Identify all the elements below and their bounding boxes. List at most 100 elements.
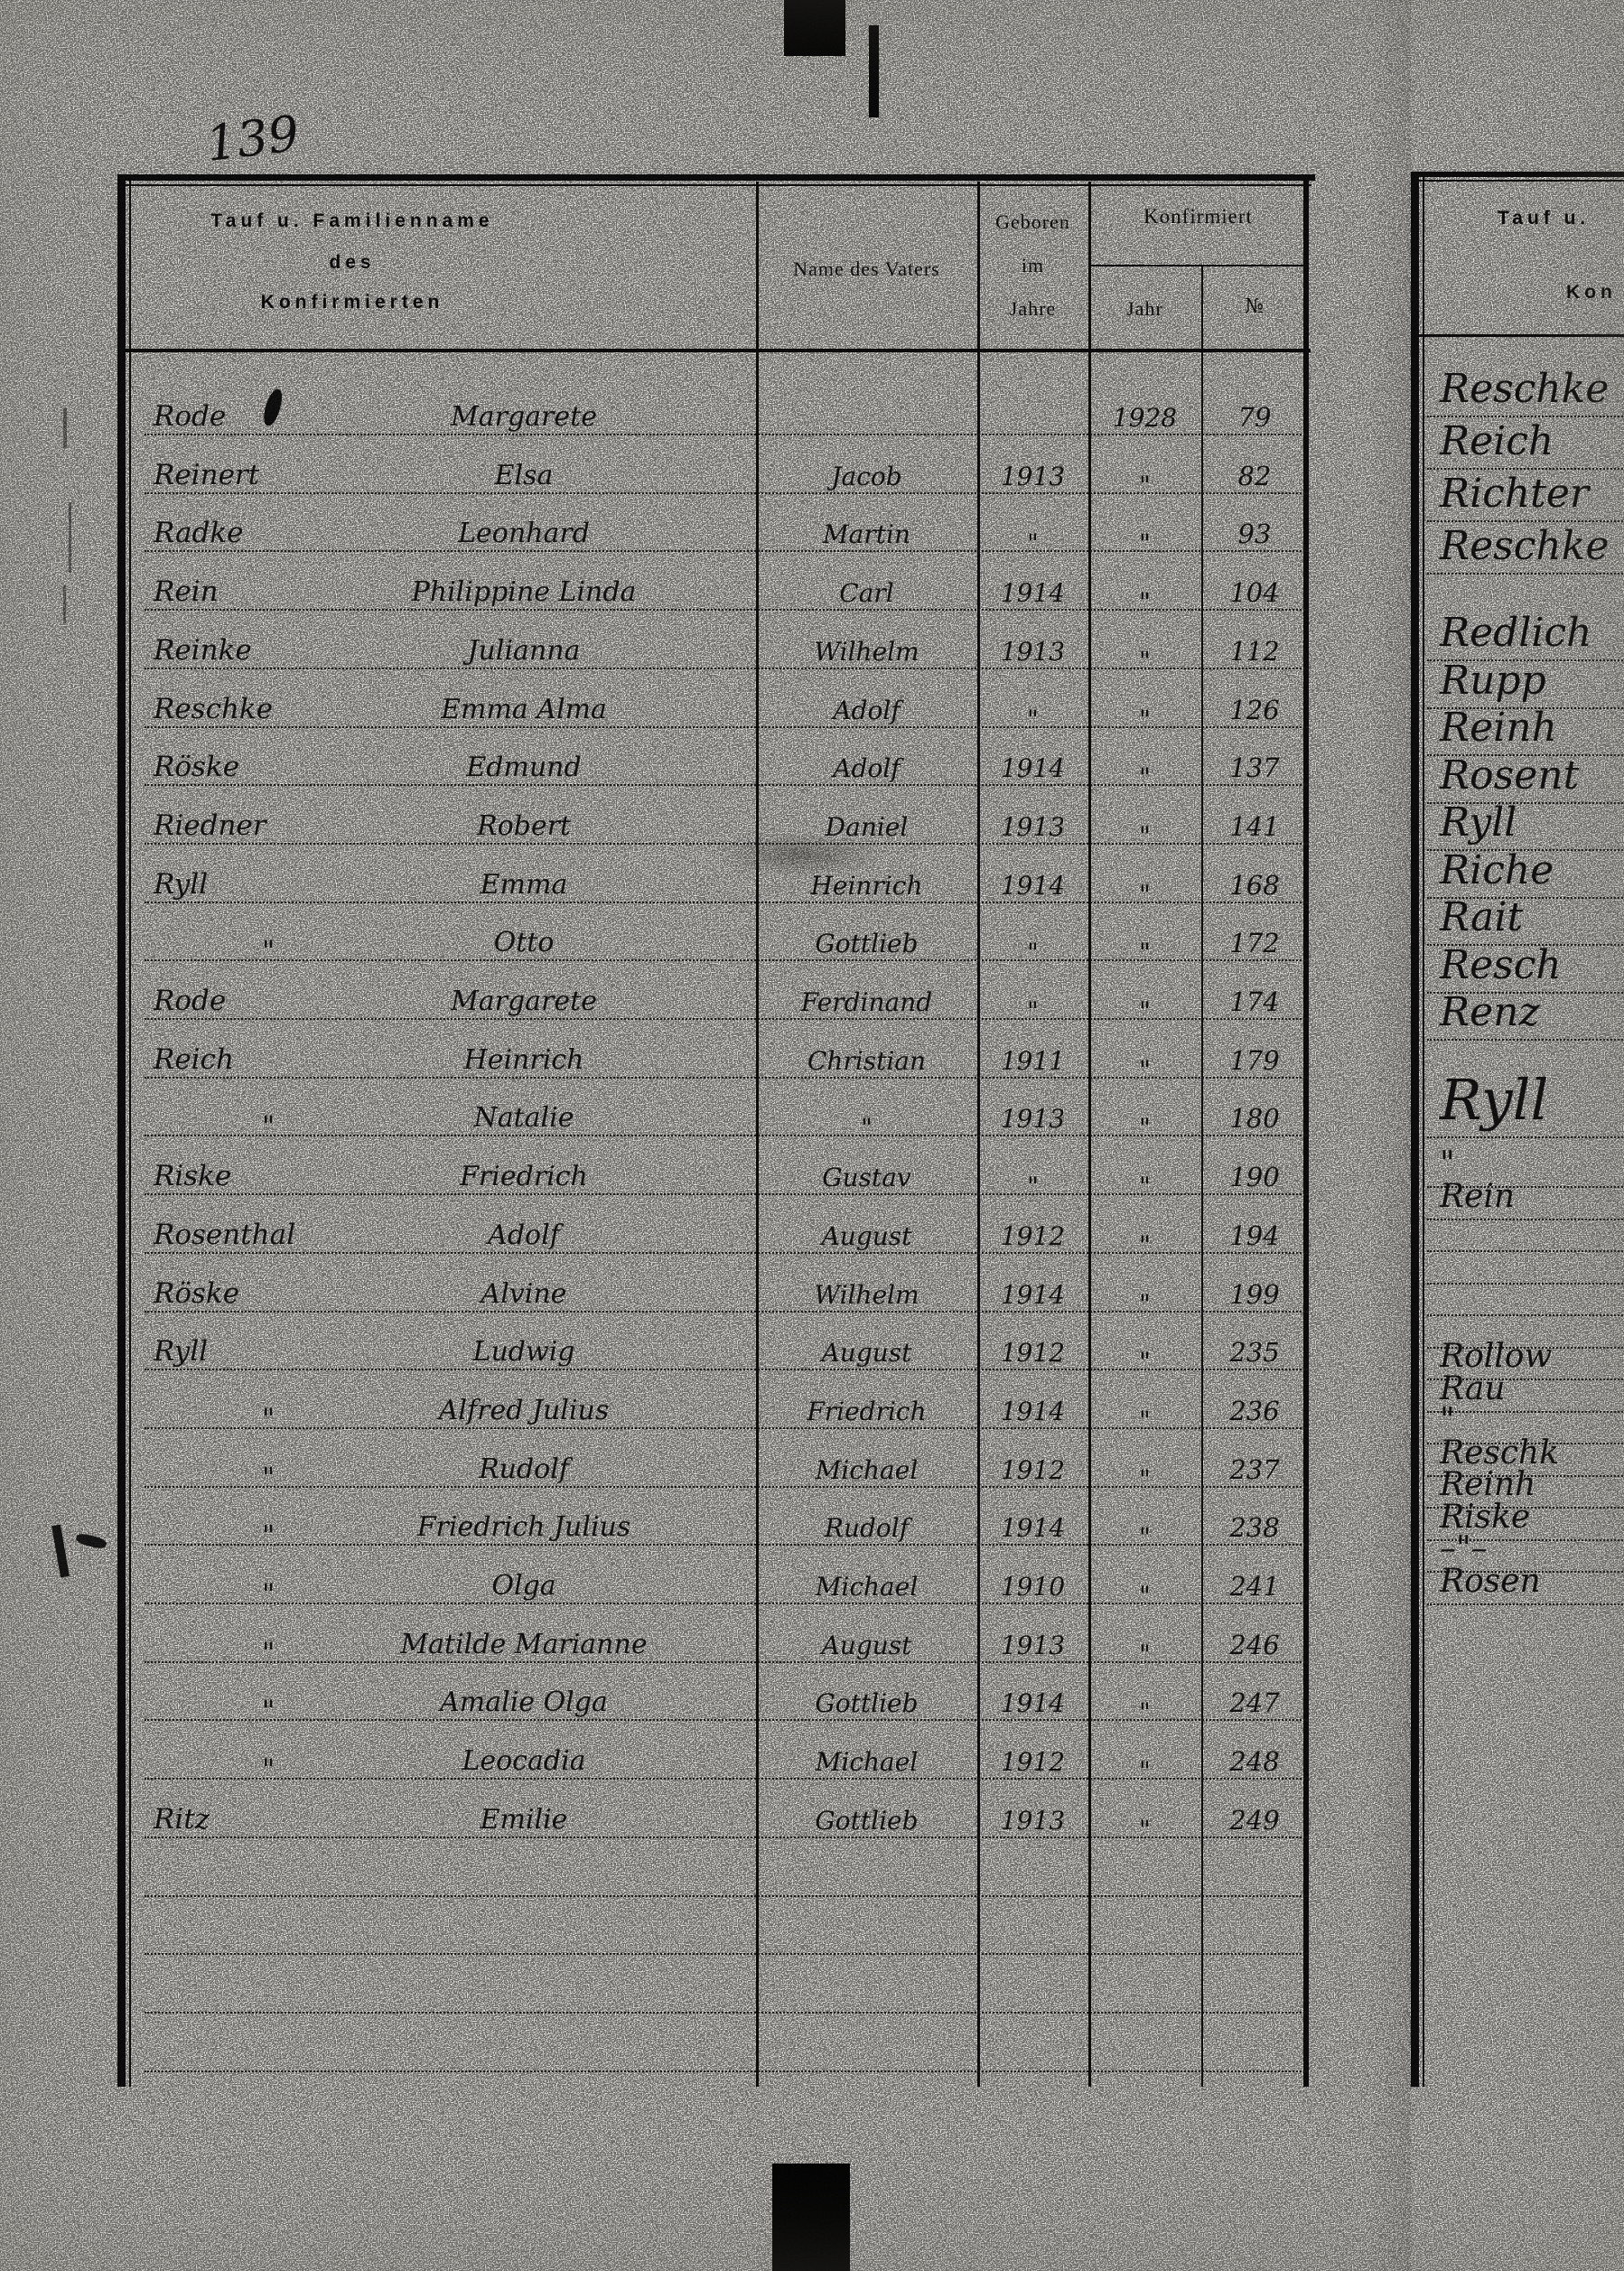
cell-sur: " [262, 1636, 275, 1669]
cell-fat: Gottlieb [815, 1688, 919, 1719]
right-header-subtitle-fragment: Kon [1566, 282, 1617, 303]
table-row: Rosenthal Adolf August 1912 " 194 [145, 1201, 1308, 1260]
cell-born: 1914 [1000, 870, 1066, 901]
cell-fat: Gustav [822, 1163, 911, 1193]
table-border-top-inner [125, 184, 1311, 186]
cell-sur: " [262, 1461, 275, 1494]
cell-giv: Emma Alma [441, 693, 607, 725]
cell-giv: Adolf [488, 1219, 560, 1251]
cell-fat: Ferdinand [800, 987, 933, 1017]
cell-fat: Adolf [833, 695, 901, 725]
cell-no: 126 [1229, 694, 1280, 725]
cell-fat: Rudolf [824, 1513, 910, 1544]
cell-born: 1913 [1000, 636, 1066, 667]
cell-giv: Friedrich Julius [416, 1511, 631, 1544]
scan-artifact-black-bar-bottom [772, 2164, 850, 2271]
cell-born: " [1027, 938, 1039, 968]
cell-sur: Röske [154, 751, 240, 784]
cell-giv: Emma [480, 868, 568, 901]
cell-year: " [1139, 1756, 1151, 1787]
table-border-top [117, 174, 1315, 181]
margin-streak [63, 585, 66, 623]
cell-no: 248 [1229, 1746, 1280, 1778]
header-born-col-line1: Geboren [995, 210, 1070, 233]
cell-sur: Ryll [154, 1335, 209, 1369]
cell-born: 1914 [1000, 578, 1066, 609]
cell-sur: " [262, 1519, 275, 1553]
header-confirmed-col: Konfirmiert [1143, 205, 1253, 228]
cell-born: " [1027, 528, 1039, 559]
cell-sur: " [262, 935, 275, 968]
margin-blotch [75, 1532, 107, 1550]
cell-no: 199 [1229, 1278, 1280, 1310]
right-header-title-fragment: Tauf u. [1498, 208, 1591, 229]
cell-sur: Riedner [154, 808, 266, 842]
cell-no: 180 [1229, 1103, 1280, 1135]
cell-sur: Rode [154, 400, 227, 433]
cell-born: 1910 [1000, 1572, 1066, 1602]
cell-giv: Margarete [451, 401, 597, 433]
cell-giv: Alfred Julius [438, 1394, 610, 1426]
cell-giv: Rudolf [479, 1453, 569, 1485]
cell-born: " [1027, 704, 1039, 734]
table-row: Röske Edmund Adolf 1914 " 137 [145, 734, 1308, 792]
right-entry-name: Renz [1440, 989, 1540, 1035]
cell-no: 79 [1237, 402, 1272, 433]
cell-year: " [1139, 645, 1151, 676]
cell-fat: Jacob [831, 461, 902, 491]
cell-fat: " [861, 1113, 873, 1144]
cell-no: 236 [1229, 1395, 1280, 1426]
cell-born: 1914 [1000, 1513, 1066, 1544]
cell-no: 168 [1229, 869, 1280, 901]
cell-sur: Riske [154, 1160, 232, 1193]
table-row: Rein Philippine Linda Carl 1914 " 104 [145, 558, 1308, 617]
cell-no: 249 [1229, 1804, 1280, 1836]
header-separator-line [126, 349, 1311, 352]
cell-fat: Gottlieb [815, 1805, 919, 1836]
right-page-row: Renz [1427, 967, 1624, 1041]
margin-streak [63, 408, 67, 448]
cell-fat: Wilhelm [814, 636, 919, 667]
header-confirmed-year-col: Jahr [1126, 297, 1163, 320]
cell-giv: Elsa [494, 459, 554, 491]
cell-year: " [1139, 1639, 1151, 1669]
cell-no: 141 [1229, 810, 1280, 842]
table-row: " Alfred Julius Friedrich 1914 " 236 [145, 1377, 1308, 1435]
cell-year: " [1139, 1581, 1151, 1611]
table-row: " Matilde Marianne August 1913 " 246 [145, 1611, 1308, 1669]
cell-year: " [1139, 820, 1151, 851]
cell-born: 1913 [1000, 811, 1066, 842]
table-row: " Rudolf Michael 1912 " 237 [145, 1435, 1308, 1494]
cell-fat: August [821, 1338, 912, 1369]
cell-year: 1928 [1112, 403, 1178, 433]
blank-ruled-row [145, 1961, 1308, 2014]
cell-giv: Heinrich [463, 1043, 584, 1076]
cell-year: " [1139, 1347, 1151, 1378]
cell-fat: August [821, 1630, 912, 1660]
cell-born: 1914 [1000, 1396, 1066, 1426]
cell-fat: August [821, 1220, 912, 1251]
cell-giv: Robert [476, 809, 571, 842]
cell-no: 246 [1229, 1629, 1280, 1660]
right-entry-name: Reschke [1440, 523, 1610, 569]
table-row: " Natalie " 1913 " 180 [145, 1084, 1308, 1143]
cell-no: 247 [1229, 1687, 1280, 1719]
table-border-left-inner [129, 174, 131, 2087]
cell-year: " [1139, 1229, 1151, 1260]
cell-sur: Rosenthal [154, 1218, 296, 1251]
cell-born: 1913 [1000, 1104, 1066, 1135]
cell-giv: Leonhard [458, 518, 590, 550]
table-row: Reinke Julianna Wilhelm 1913 " 112 [145, 617, 1308, 676]
cell-fat: Michael [815, 1572, 919, 1602]
cell-giv: Julianna [467, 634, 581, 667]
cell-fat: Michael [815, 1747, 919, 1778]
cell-giv: Natalie [473, 1102, 574, 1135]
cell-sur: " [262, 1695, 275, 1728]
scan-artifact-vertical-line [869, 25, 879, 117]
cell-no: 174 [1229, 986, 1280, 1017]
blank-ruled-row [145, 1845, 1308, 1897]
cell-year: " [1139, 1463, 1151, 1494]
cell-giv: Matilde Marianne [400, 1628, 648, 1660]
right-entry-name: Rosen [1440, 1562, 1541, 1600]
